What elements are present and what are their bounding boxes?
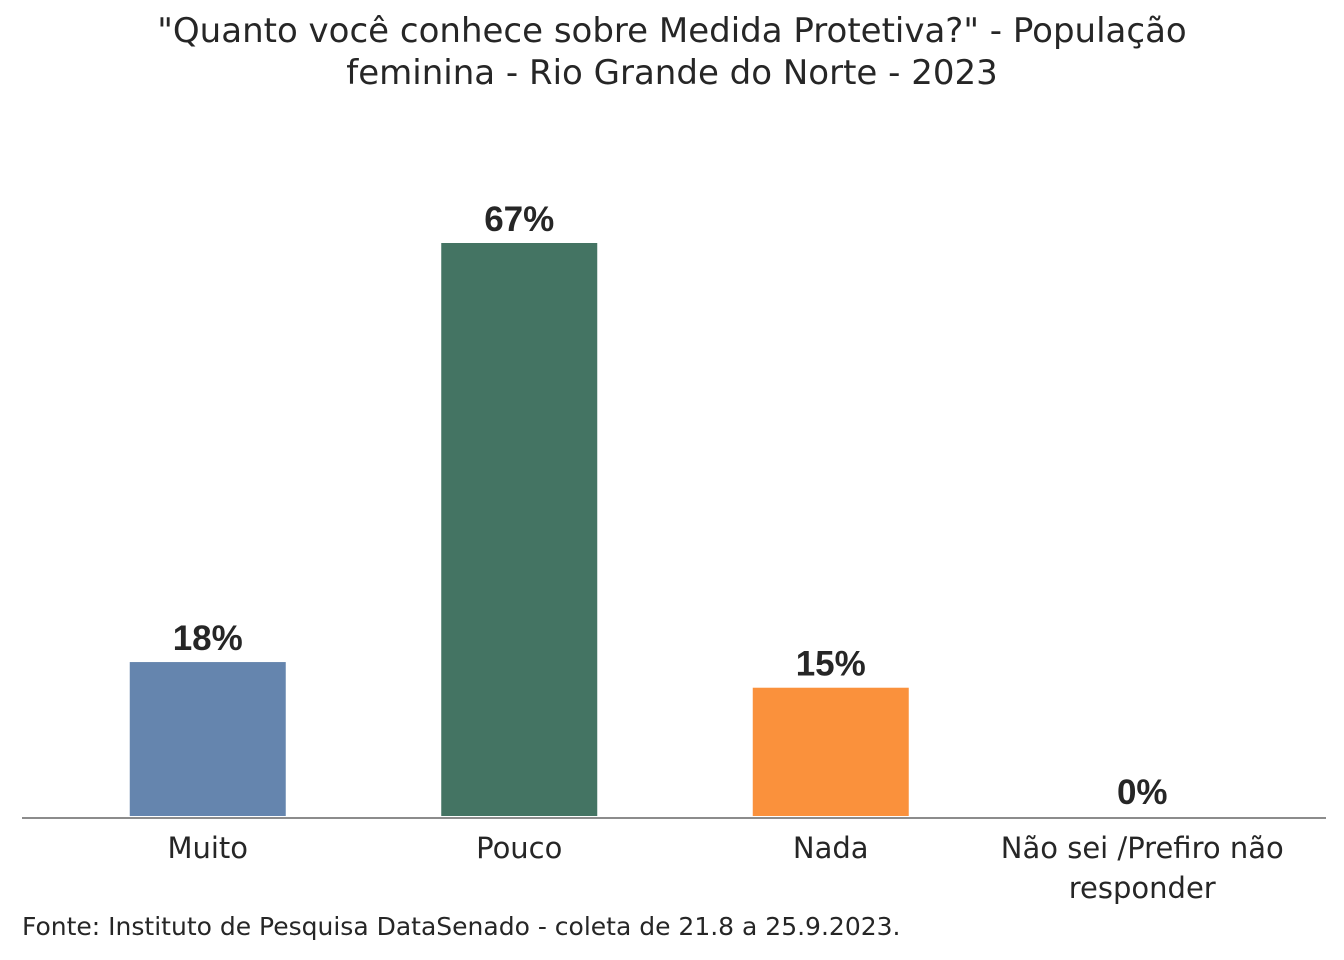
- bar-2: [752, 687, 909, 816]
- source-note: Fonte: Instituto de Pesquisa DataSenado …: [22, 912, 901, 941]
- data-label-0: 18%: [173, 619, 243, 658]
- category-label-3-1: responder: [1069, 871, 1216, 905]
- data-label-1: 67%: [484, 200, 554, 239]
- chart-title: "Quanto você conhece sobre Medida Protet…: [0, 10, 1344, 94]
- chart-title-line-1: "Quanto você conhece sobre Medida Protet…: [157, 11, 1187, 51]
- category-label-0-0: Muito: [167, 831, 248, 865]
- data-label-3: 0%: [1117, 773, 1168, 812]
- category-label-3-0: Não sei /Prefiro não: [1001, 831, 1284, 865]
- chart-title-line-2: feminina - Rio Grande do Norte - 2023: [346, 53, 998, 93]
- data-label-2: 15%: [796, 645, 866, 684]
- bar-1: [441, 243, 598, 816]
- category-label-1-0: Pouco: [476, 831, 562, 865]
- category-label-2-0: Nada: [793, 831, 869, 865]
- bar-0: [129, 662, 286, 816]
